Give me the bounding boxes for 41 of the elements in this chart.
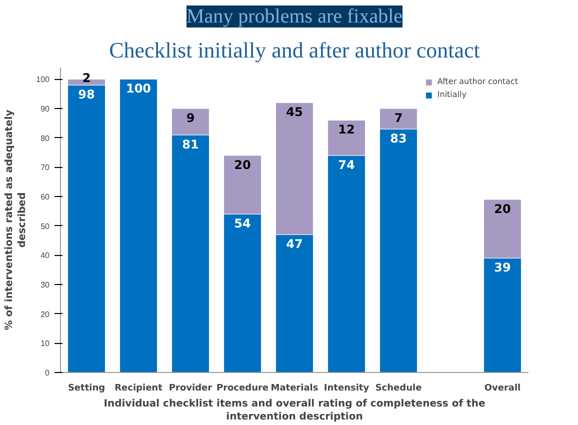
x-tick-label: Intensity	[324, 384, 370, 394]
chart-subtitle: Checklist initially and after author contact	[109, 38, 480, 62]
data-label: 7	[394, 110, 403, 125]
y-tick-label: 40	[40, 251, 50, 260]
y-tick-label: 20	[40, 310, 50, 319]
x-axis-title: Individual checklist items and overall rating of completeness of the intervention description	[104, 398, 486, 423]
bar	[120, 78, 158, 372]
y-tick-label: 90	[40, 104, 50, 114]
data-label: 39	[494, 260, 511, 275]
legend-label: Initially	[437, 90, 466, 99]
data-label: 81	[182, 137, 199, 152]
data-label: 9	[186, 110, 195, 125]
data-label: 45	[286, 105, 303, 120]
data-label: 100	[126, 82, 152, 96]
data-label: 20	[234, 158, 251, 172]
data-label: 83	[390, 131, 407, 146]
data-label: 54	[234, 216, 251, 231]
y-tick-label: 30	[40, 280, 50, 290]
data-label: 20	[494, 202, 511, 216]
y-tick-label: 60	[40, 192, 50, 202]
y-tick-label: 100	[36, 75, 50, 84]
y-tick-label: 0	[45, 368, 50, 378]
data-label: 98	[78, 87, 95, 102]
data-label: 47	[286, 237, 303, 252]
data-label: 74	[338, 158, 355, 172]
x-tick-label: Overall	[484, 384, 521, 394]
x-tick-label: Recipient	[114, 384, 164, 394]
x-tick-label: Schedule	[375, 384, 422, 394]
x-tick-label: Setting	[68, 384, 106, 394]
y-tick-label: 80	[40, 134, 50, 143]
x-tick-label: Provider	[168, 384, 213, 394]
x-tick-label: Materials	[270, 384, 318, 394]
y-tick-label: 10	[40, 339, 50, 348]
chart-title: Many problems are fixable	[186, 6, 403, 28]
data-label: 2	[82, 70, 91, 85]
y-axis-title: % of interventions rated as adequately described	[4, 109, 28, 330]
y-tick-label: 70	[40, 163, 50, 172]
legend-label: After author contact	[437, 77, 518, 86]
data-label: 12	[338, 122, 355, 137]
x-tick-label: Procedure	[216, 384, 269, 394]
y-tick-label: 50	[40, 222, 50, 231]
